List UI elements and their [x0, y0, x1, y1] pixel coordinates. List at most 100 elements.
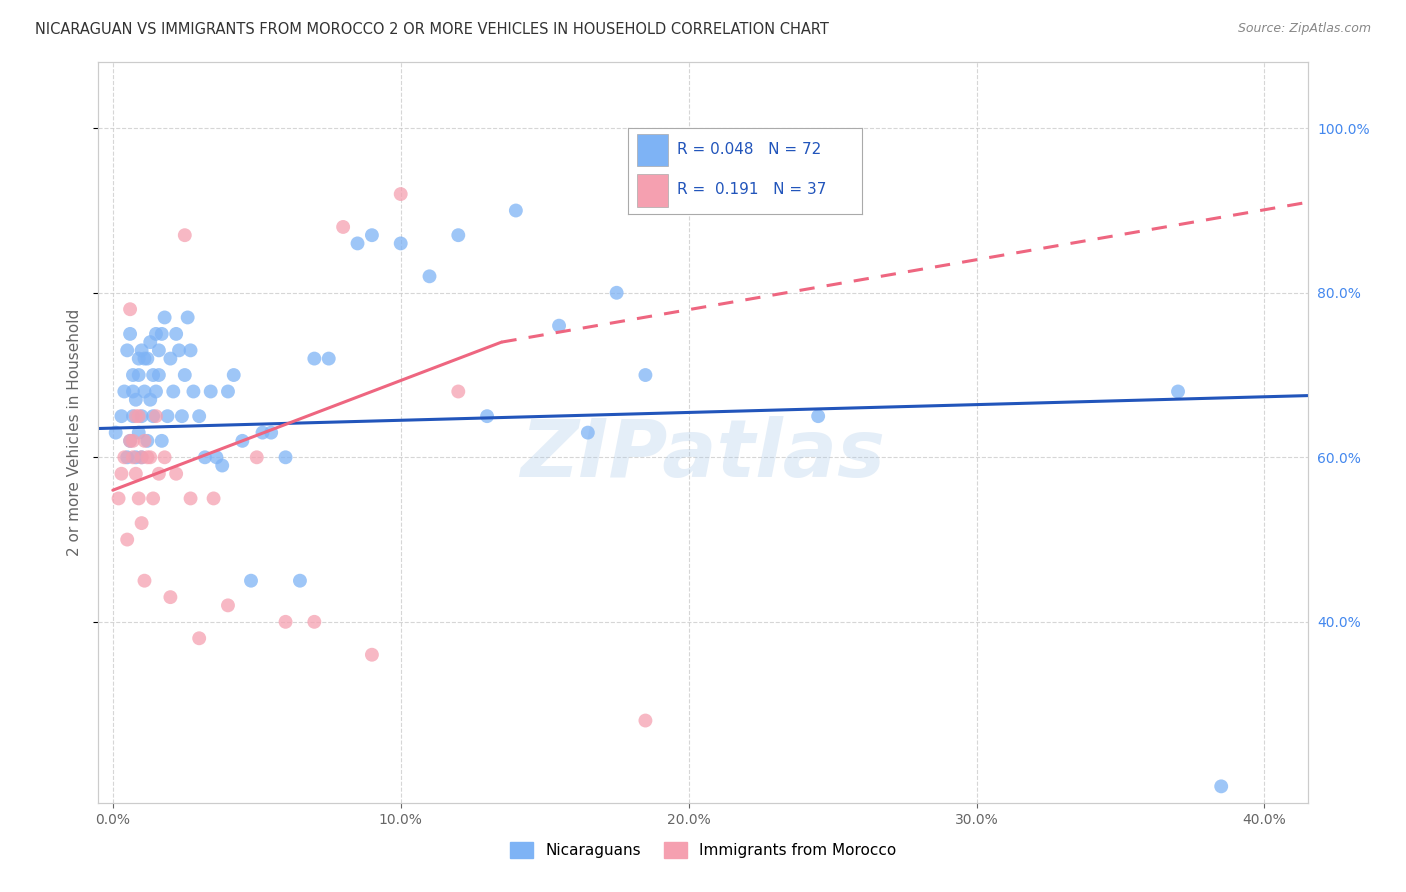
Point	[122, 450, 145, 465]
Text: ZIPatlas: ZIPatlas	[520, 416, 886, 494]
Point	[128, 425, 150, 440]
Point	[634, 368, 657, 382]
Point	[131, 343, 153, 358]
Point	[125, 450, 148, 465]
Point	[274, 450, 297, 465]
Point	[240, 574, 263, 588]
Point	[165, 467, 187, 481]
Point	[252, 425, 274, 440]
Text: NICARAGUAN VS IMMIGRANTS FROM MOROCCO 2 OR MORE VEHICLES IN HOUSEHOLD CORRELATIO: NICARAGUAN VS IMMIGRANTS FROM MOROCCO 2 …	[35, 22, 830, 37]
Point	[183, 384, 205, 399]
Point	[447, 384, 470, 399]
Point	[112, 384, 135, 399]
Text: Source: ZipAtlas.com: Source: ZipAtlas.com	[1237, 22, 1371, 36]
Point	[131, 450, 153, 465]
Point	[145, 326, 167, 341]
Point	[211, 458, 233, 473]
Point	[145, 409, 167, 424]
Point	[115, 450, 138, 465]
Point	[134, 434, 156, 448]
Point	[136, 351, 159, 366]
Point	[112, 450, 135, 465]
Point	[142, 491, 165, 506]
Point	[606, 285, 628, 300]
Point	[120, 326, 142, 341]
Point	[107, 491, 129, 506]
Point	[136, 450, 159, 465]
Point	[131, 409, 153, 424]
Point	[139, 392, 162, 407]
Point	[170, 409, 193, 424]
Point	[304, 351, 326, 366]
Point	[1211, 780, 1233, 794]
Point	[304, 615, 326, 629]
Point	[148, 368, 170, 382]
Point	[505, 203, 527, 218]
Point	[145, 384, 167, 399]
Point	[125, 467, 148, 481]
Point	[150, 434, 173, 448]
Point	[217, 599, 239, 613]
Point	[200, 384, 222, 399]
Point	[120, 434, 142, 448]
Point	[136, 434, 159, 448]
Point	[122, 409, 145, 424]
Point	[120, 302, 142, 317]
Point	[260, 425, 283, 440]
Point	[134, 384, 156, 399]
Point	[148, 467, 170, 481]
Point	[142, 368, 165, 382]
Point	[104, 425, 127, 440]
Point	[475, 409, 498, 424]
Point	[134, 351, 156, 366]
Point	[128, 351, 150, 366]
Point	[115, 343, 138, 358]
Point	[188, 632, 211, 646]
Point	[180, 343, 202, 358]
Point	[122, 384, 145, 399]
FancyBboxPatch shape	[637, 134, 668, 166]
Point	[176, 310, 198, 325]
Point	[162, 384, 184, 399]
Point	[180, 491, 202, 506]
Point	[139, 450, 162, 465]
Point	[231, 434, 253, 448]
Point	[153, 310, 176, 325]
Point	[807, 409, 830, 424]
Point	[548, 318, 571, 333]
Point	[346, 236, 368, 251]
Point	[173, 228, 195, 243]
Point	[120, 434, 142, 448]
Point	[156, 409, 179, 424]
Point	[159, 590, 181, 604]
FancyBboxPatch shape	[637, 174, 668, 207]
Point	[142, 409, 165, 424]
Point	[389, 236, 412, 251]
Point	[361, 228, 384, 243]
Point	[128, 368, 150, 382]
Point	[361, 648, 384, 662]
Point	[122, 368, 145, 382]
Point	[1167, 384, 1189, 399]
Point	[148, 343, 170, 358]
Point	[318, 351, 340, 366]
Point	[274, 615, 297, 629]
Point	[205, 450, 228, 465]
Point	[165, 326, 187, 341]
Legend: Nicaraguans, Immigrants from Morocco: Nicaraguans, Immigrants from Morocco	[510, 842, 896, 858]
Point	[128, 409, 150, 424]
Point	[131, 516, 153, 530]
Point	[128, 491, 150, 506]
Point	[125, 392, 148, 407]
Point	[389, 187, 412, 202]
Point	[110, 467, 132, 481]
Point	[576, 425, 599, 440]
Point	[125, 409, 148, 424]
Point	[288, 574, 311, 588]
Y-axis label: 2 or more Vehicles in Household: 2 or more Vehicles in Household	[67, 309, 83, 557]
Point	[167, 343, 190, 358]
Point	[188, 409, 211, 424]
Point	[159, 351, 181, 366]
Point	[217, 384, 239, 399]
Text: R = 0.048   N = 72: R = 0.048 N = 72	[678, 142, 821, 157]
